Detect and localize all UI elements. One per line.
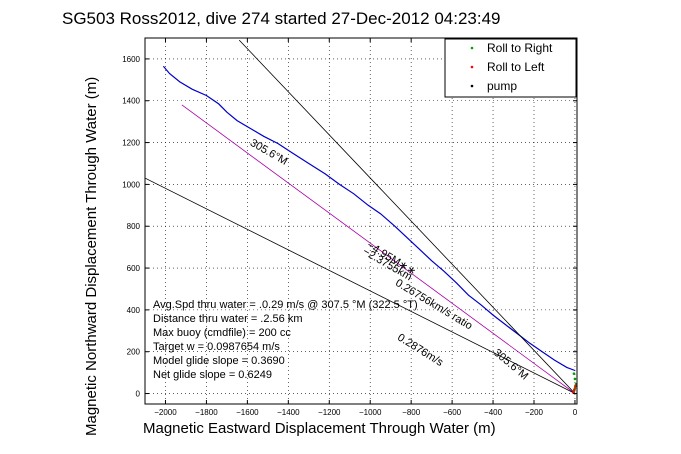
series-layer [145, 39, 577, 394]
legend-box [444, 38, 577, 98]
stats-line: Target w = 0.0987654 m/s [153, 341, 280, 353]
y-tick-label: 1200 [122, 139, 140, 148]
plot-frame [144, 37, 578, 405]
series-5-point [573, 388, 576, 392]
line-label: 305.6°M [248, 137, 290, 168]
y-tick-label: 1400 [122, 97, 140, 106]
y-axis-label: Magnetic Northward Displacement Through … [83, 77, 100, 436]
line-label: 0.2876m/s [395, 332, 445, 370]
x-tick-label: −1600 [236, 408, 259, 417]
x-tick-label: −600 [443, 408, 462, 417]
annotation-layer: 305.6°M−2.3755km−4.95M∗∗0.26756km/s rati… [248, 137, 530, 383]
series-3-line [145, 177, 576, 394]
x-tick-label: −1800 [195, 408, 218, 417]
y-tick-label: 0 [136, 390, 141, 399]
legend-label: Roll to Right [487, 41, 553, 55]
y-tick-label: 400 [127, 306, 141, 315]
series-0-line [162, 65, 576, 372]
series-4-point [572, 372, 576, 375]
legend-label: Roll to Left [487, 60, 545, 74]
series-1-line [181, 104, 576, 394]
stats-line: Avg.Spd thru water = .0.29 m/s @ 307.5 °… [153, 299, 418, 311]
y-tick-label: 1600 [122, 55, 140, 64]
legend-label: pump [487, 79, 517, 93]
x-axis-label: Magnetic Eastward Displacement Through W… [143, 420, 496, 437]
stats-line: Model glide slope = 0.3690 [153, 355, 285, 367]
x-tick-label: −2000 [154, 408, 177, 417]
y-tick-label: 1000 [122, 180, 140, 189]
y-tick-label: 800 [127, 222, 141, 231]
series-2-line [238, 39, 576, 394]
x-tick-label: −800 [402, 408, 421, 417]
series-5-point [574, 384, 577, 388]
x-tick-label: 0 [573, 408, 578, 417]
legend: Roll to Right Roll to Left pump [444, 38, 577, 98]
legend-marker [470, 46, 474, 50]
tick-layer: −2000 −1800 −1600 −1400 −1200 −1000 −800 −600 −4… [122, 38, 578, 417]
x-tick-label: −1000 [359, 408, 382, 417]
chart-title: SG503 Ross2012, dive 274 started 27-Dec-… [62, 9, 501, 28]
y-tick-label: 600 [127, 264, 141, 273]
x-tick-label: −400 [484, 408, 503, 417]
stats-line: Net glide slope = 0.6249 [153, 369, 272, 381]
stats-line: Max buoy (cmdfile) = 200 cc [153, 327, 291, 339]
x-tick-label: −200 [525, 408, 544, 417]
legend-marker [470, 65, 474, 69]
stats-block: Avg.Spd thru water = .0.29 m/s @ 307.5 °… [153, 299, 418, 381]
y-tick-label: 200 [127, 348, 141, 357]
x-tick-label: −1400 [277, 408, 300, 417]
x-tick-label: −1200 [318, 408, 341, 417]
line-label: 305.6°M [491, 347, 530, 383]
legend-marker [470, 84, 474, 88]
grid [145, 38, 577, 404]
series-4-point [573, 377, 577, 381]
stats-line: Distance thru water = .2.56 km [153, 313, 302, 325]
series-4-point [574, 382, 577, 386]
